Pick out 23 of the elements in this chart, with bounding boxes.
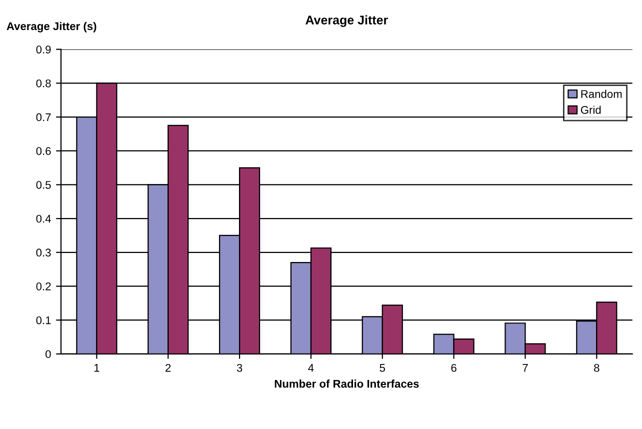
y-tick-label: 0.1 [36,316,51,324]
y-tick-label: 0.7 [36,113,51,122]
y-tick-label: 0.4 [36,214,51,223]
x-axis-title: Number of Radio Interfaces [274,380,419,388]
y-tick-label: 0.5 [36,180,51,189]
x-tick-label: 7 [522,364,528,372]
y-tick-label: 0.9 [36,46,51,54]
legend-label: Random [581,90,622,98]
legend-label: Grid [580,106,601,114]
x-tick-label: 1 [94,364,100,372]
y-tick-label: 0 [46,350,51,358]
x-tick-label: 8 [594,364,600,372]
x-tick-label: 2 [166,364,171,372]
y-axis-title: Average Jitter (s) [6,22,96,32]
x-tick-label: 3 [236,364,242,372]
y-tick-label: 0.6 [36,147,51,155]
x-tick-label: 5 [380,364,386,372]
y-tick-label: 0.2 [36,282,51,290]
x-tick-label: 4 [308,364,314,372]
x-tick-label: 6 [451,364,456,372]
y-tick-label: 0.8 [36,79,51,88]
chart-title: Average Jitter [306,15,388,27]
y-tick-label: 0.3 [36,248,51,257]
